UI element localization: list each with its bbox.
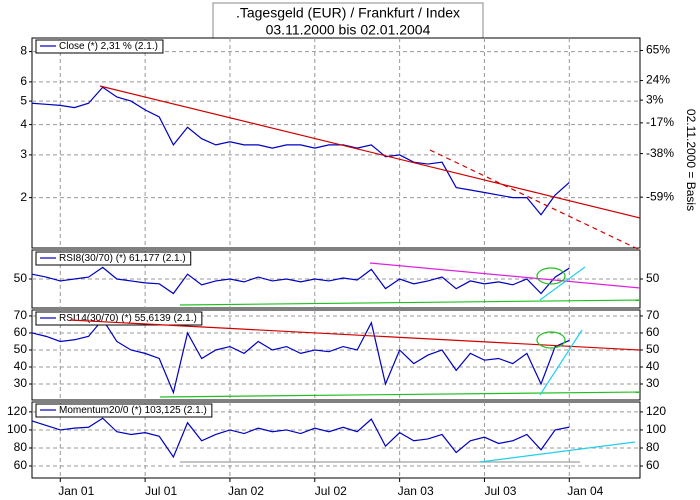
y-tick-label: 3 — [20, 147, 27, 161]
y2-tick-label: 60 — [646, 325, 660, 339]
y2-tick-label: 60 — [646, 458, 660, 472]
chart-title: .Tagesgeld (EUR) / Frankfurt / Index — [236, 5, 460, 21]
data-line — [31, 417, 570, 459]
x-tick-label: Jul 03 — [484, 484, 516, 498]
y2-tick-label: 3% — [646, 92, 664, 106]
y2-tick-label: 24% — [646, 73, 670, 87]
y-tick-label: 50 — [14, 271, 28, 285]
x-tick-label: Jan 03 — [398, 484, 434, 498]
legend-box — [35, 311, 203, 326]
y-tick-label: 80 — [14, 440, 28, 454]
trend-line — [159, 391, 641, 398]
y-tick-label: 8 — [20, 44, 27, 58]
x-tick-label: Jan 02 — [228, 484, 264, 498]
trend-line — [369, 262, 641, 289]
y2-tick-label: 80 — [646, 440, 660, 454]
trend-line — [179, 299, 641, 306]
x-tick-label: Jul 01 — [145, 484, 177, 498]
data-line — [31, 318, 570, 395]
trend-line — [429, 149, 641, 251]
chart-subtitle: 03.11.2000 bis 02.01.2004 — [266, 22, 431, 38]
panel — [31, 37, 641, 249]
y2-tick-label: 100 — [646, 422, 666, 436]
y-tick-label: 2 — [20, 190, 27, 204]
legend-label: Close (*) 2,31 % (2.1.) — [59, 41, 158, 52]
highlight-ellipse — [536, 267, 566, 285]
title-box — [212, 2, 484, 41]
y2-tick-label: 70 — [646, 308, 660, 322]
y2-tick-label: 50 — [646, 342, 660, 356]
x-tick-label: Jan 01 — [58, 484, 94, 498]
y2-tick-label: 40 — [646, 359, 660, 373]
legend-box — [35, 39, 164, 54]
y-tick-label: 30 — [14, 376, 28, 390]
trend-line — [99, 85, 641, 219]
y2-tick-label: -38% — [646, 146, 674, 160]
legend-label: Momentum20/0 (*) 103,125 (2.1.) — [59, 405, 207, 416]
legend-box — [35, 403, 213, 418]
y-tick-label: 60 — [14, 325, 28, 339]
highlight-ellipse — [536, 331, 566, 349]
legend-box — [35, 251, 192, 266]
y2-tick-label: 120 — [646, 404, 666, 418]
y2-tick-label: 50 — [646, 271, 660, 285]
trend-line — [479, 441, 636, 463]
trend-lines — [69, 85, 641, 463]
x-tick-label: Jul 02 — [315, 484, 347, 498]
trend-line — [69, 319, 641, 351]
y-tick-label: 50 — [14, 342, 28, 356]
y-tick-label: 40 — [14, 359, 28, 373]
legend-label: RSI8(30/70) (*) 61,177 (2.1.) — [59, 253, 186, 264]
legend-label: RSI14(30/70) (*) 55,6139 (2.1.) — [59, 313, 197, 324]
y-tick-label: 6 — [20, 74, 27, 88]
y-tick-label: 70 — [14, 308, 28, 322]
y-tick-label: 60 — [14, 458, 28, 472]
y2-tick-label: 65% — [646, 43, 670, 57]
data-line — [31, 86, 570, 216]
y2-tick-label: -17% — [646, 115, 674, 129]
trend-line — [539, 266, 586, 301]
y2-tick-label: 30 — [646, 376, 660, 390]
trend-line — [539, 329, 583, 396]
y2-tick-label: -59% — [646, 189, 674, 203]
y-tick-label: 5 — [20, 93, 27, 107]
y-tick-label: 100 — [7, 422, 27, 436]
data-line — [31, 266, 570, 295]
y2-axis-label: 02.11.2000 = Basis — [684, 109, 698, 211]
x-tick-label: Jan 04 — [567, 484, 603, 498]
y-tick-label: 120 — [7, 404, 27, 418]
y-tick-label: 4 — [20, 117, 27, 131]
